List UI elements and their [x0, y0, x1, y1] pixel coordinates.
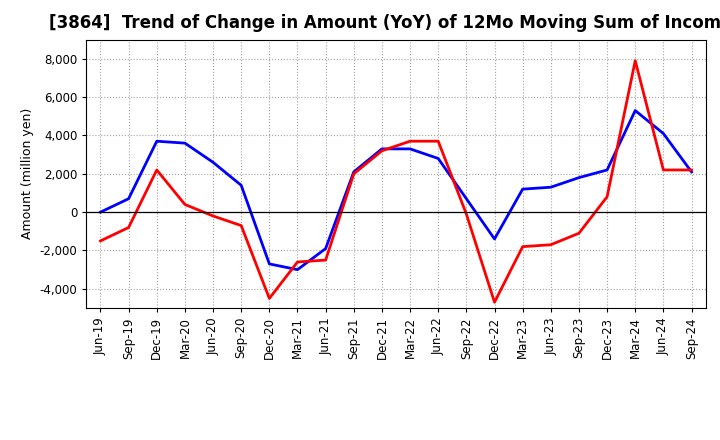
Line: Net Income: Net Income: [101, 61, 691, 302]
Net Income: [96, 238, 105, 244]
Net Income: [237, 223, 246, 228]
Net Income: [462, 211, 471, 216]
Ordinary Income: [96, 209, 105, 215]
Ordinary Income: [209, 160, 217, 165]
Net Income: [546, 242, 555, 247]
Net Income: [377, 148, 386, 154]
Net Income: [575, 231, 583, 236]
Ordinary Income: [125, 196, 133, 202]
Ordinary Income: [181, 140, 189, 146]
Ordinary Income: [434, 156, 443, 161]
Net Income: [490, 300, 499, 305]
Ordinary Income: [631, 108, 639, 113]
Ordinary Income: [518, 187, 527, 192]
Net Income: [406, 139, 415, 144]
Line: Ordinary Income: Ordinary Income: [101, 110, 691, 270]
Net Income: [153, 167, 161, 172]
Ordinary Income: [349, 169, 358, 175]
Ordinary Income: [462, 196, 471, 202]
Ordinary Income: [687, 169, 696, 175]
Net Income: [518, 244, 527, 249]
Net Income: [125, 225, 133, 230]
Net Income: [265, 296, 274, 301]
Net Income: [181, 202, 189, 207]
Ordinary Income: [546, 185, 555, 190]
Net Income: [631, 58, 639, 63]
Ordinary Income: [659, 131, 667, 136]
Ordinary Income: [293, 267, 302, 272]
Net Income: [687, 167, 696, 172]
Net Income: [434, 139, 443, 144]
Ordinary Income: [603, 167, 611, 172]
Ordinary Income: [153, 139, 161, 144]
Ordinary Income: [575, 175, 583, 180]
Ordinary Income: [406, 146, 415, 151]
Y-axis label: Amount (million yen): Amount (million yen): [21, 108, 34, 239]
Ordinary Income: [490, 236, 499, 242]
Net Income: [349, 171, 358, 176]
Net Income: [603, 194, 611, 199]
Ordinary Income: [321, 246, 330, 251]
Title: [3864]  Trend of Change in Amount (YoY) of 12Mo Moving Sum of Incomes: [3864] Trend of Change in Amount (YoY) o…: [49, 15, 720, 33]
Net Income: [321, 257, 330, 263]
Net Income: [659, 167, 667, 172]
Net Income: [209, 213, 217, 219]
Net Income: [293, 259, 302, 264]
Ordinary Income: [377, 146, 386, 151]
Ordinary Income: [265, 261, 274, 267]
Ordinary Income: [237, 183, 246, 188]
